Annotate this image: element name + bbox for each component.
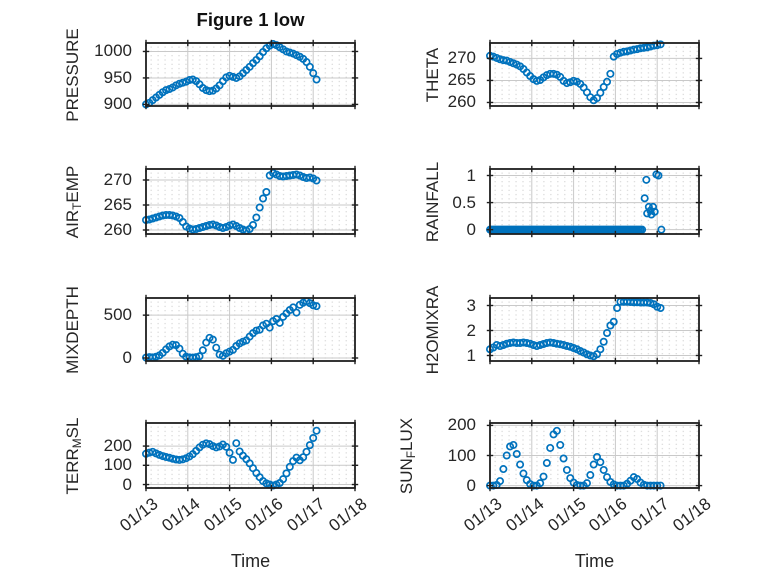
y-tick-label: 265 <box>103 195 132 214</box>
y-tick-label: 200 <box>103 436 132 456</box>
y-tick-label: 100 <box>447 445 476 465</box>
x-axis-label: Time <box>574 551 615 571</box>
y-axis-label: H2OMIXRA <box>422 220 444 440</box>
plot-area <box>486 39 703 110</box>
x-tick-label: 01/18 <box>325 494 371 536</box>
y-axis-label-text: SL <box>63 417 82 438</box>
x-tick-label: 01/13 <box>116 494 162 536</box>
x-tick-label: 01/17 <box>627 494 673 536</box>
y-axis-label-text: EMP <box>63 165 82 203</box>
y-axis-label-text: H2OMIXRA <box>423 285 442 374</box>
plot-area <box>142 294 359 365</box>
x-tick-label: 01/14 <box>158 494 204 536</box>
y-tick-label: 260 <box>103 220 132 239</box>
y-axis-label-subscript: M <box>70 437 84 448</box>
x-tick-label: 01/16 <box>241 494 287 536</box>
y-tick-label: 270 <box>103 170 132 189</box>
y-tick-label: 0 <box>466 475 476 495</box>
scatter-series <box>142 169 321 235</box>
y-axis-label: SUN F LUX <box>396 346 418 566</box>
plot-area <box>142 419 359 492</box>
y-axis-label-text: SUN <box>397 457 416 494</box>
y-tick-label: 1000 <box>94 41 132 61</box>
y-tick-label: 1 <box>466 345 476 365</box>
y-tick-label: 0 <box>122 474 132 494</box>
x-tick-label: 01/14 <box>502 494 548 536</box>
y-tick-label: 900 <box>103 94 132 114</box>
figure-title: Figure 1 low <box>196 9 305 30</box>
y-tick-label: 260 <box>447 92 476 112</box>
y-axis-label: TERR M SL <box>62 346 84 566</box>
y-tick-label: 265 <box>447 70 476 90</box>
x-axis-label: Time <box>230 551 271 571</box>
y-axis-label-text: LUX <box>397 417 416 451</box>
y-tick-label: 0 <box>122 348 132 367</box>
y-tick-label: 270 <box>447 48 476 68</box>
y-tick-label: 3 <box>466 295 476 315</box>
scatter-series <box>486 170 666 234</box>
scatter-series <box>142 297 321 362</box>
x-tick-label: 01/15 <box>543 494 590 536</box>
y-axis-label-subscript: F <box>404 450 418 458</box>
plot-area <box>486 419 703 492</box>
scatter-series <box>142 426 321 490</box>
y-tick-label: 1 <box>466 165 476 185</box>
y-tick-label: 0 <box>466 219 476 239</box>
scatter-series <box>486 297 665 361</box>
y-tick-label: 0.5 <box>452 192 476 212</box>
plot-area <box>486 294 703 365</box>
y-axis-label-text: TERR <box>63 447 82 494</box>
y-axis-label-subscript: T <box>70 202 84 210</box>
y-tick-label: 950 <box>103 67 132 87</box>
y-tick-label: 200 <box>447 415 476 435</box>
x-tick-label: 01/18 <box>669 494 715 536</box>
x-tick-label: 01/16 <box>585 494 631 536</box>
y-tick-label: 2 <box>466 320 476 340</box>
x-tick-label: 01/13 <box>460 494 506 536</box>
scatter-series <box>486 40 665 105</box>
plot-area <box>142 165 359 238</box>
x-tick-label: 01/15 <box>199 494 246 536</box>
plot-area <box>142 39 359 110</box>
y-tick-label: 100 <box>103 455 132 475</box>
y-tick-label: 500 <box>103 305 132 325</box>
plot-area <box>486 165 703 238</box>
x-tick-label: 01/17 <box>283 494 329 536</box>
